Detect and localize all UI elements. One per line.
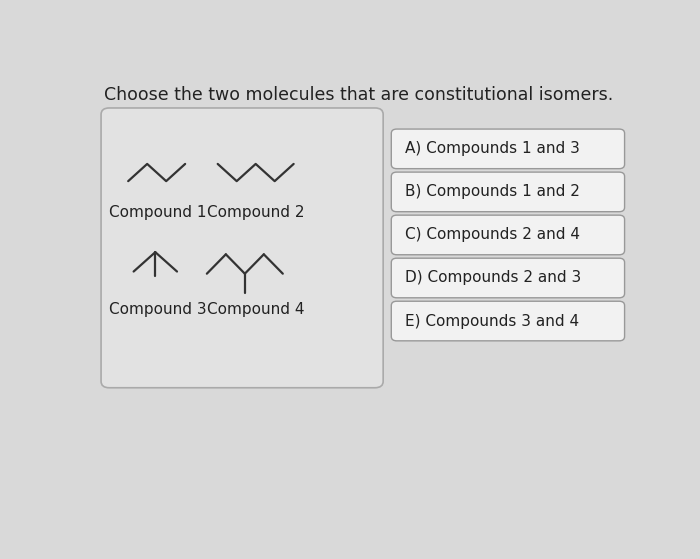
Text: Compound 3: Compound 3 [109,302,206,316]
FancyBboxPatch shape [391,215,624,255]
FancyBboxPatch shape [391,301,624,341]
Text: B) Compounds 1 and 2: B) Compounds 1 and 2 [405,184,580,200]
Text: E) Compounds 3 and 4: E) Compounds 3 and 4 [405,314,579,329]
FancyBboxPatch shape [391,129,624,169]
Text: D) Compounds 2 and 3: D) Compounds 2 and 3 [405,271,581,286]
FancyBboxPatch shape [391,258,624,298]
Text: Compound 1: Compound 1 [109,205,206,220]
Text: A) Compounds 1 and 3: A) Compounds 1 and 3 [405,141,580,157]
Text: C) Compounds 2 and 4: C) Compounds 2 and 4 [405,228,580,243]
FancyBboxPatch shape [101,108,383,388]
FancyBboxPatch shape [391,172,624,212]
Text: Compound 2: Compound 2 [207,205,304,220]
Text: Choose the two molecules that are constitutional isomers.: Choose the two molecules that are consti… [104,87,613,105]
Text: Compound 4: Compound 4 [207,302,304,316]
